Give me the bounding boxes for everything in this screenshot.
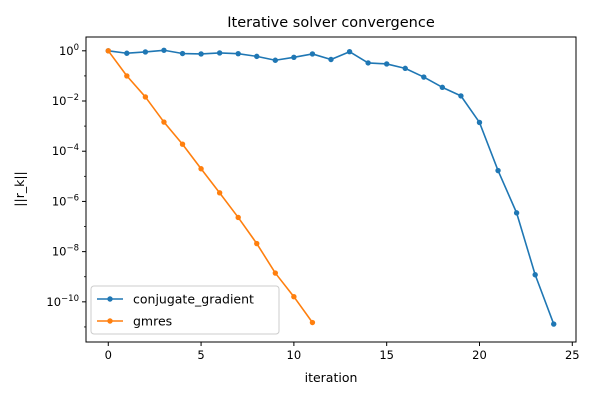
data-point-conjugate_gradient xyxy=(142,49,149,55)
y-tick-label: 10−6 xyxy=(52,193,79,208)
legend-label-conjugate_gradient: conjugate_gradient xyxy=(133,292,254,307)
data-point-gmres xyxy=(179,141,186,147)
data-point-conjugate_gradient xyxy=(328,56,334,63)
data-point-gmres xyxy=(235,214,241,221)
legend-marker-gmres xyxy=(107,318,113,324)
data-point-conjugate_gradient xyxy=(216,50,223,56)
data-point-conjugate_gradient xyxy=(383,61,390,67)
series-layer xyxy=(105,47,557,327)
data-point-gmres xyxy=(272,270,279,276)
data-point-gmres xyxy=(105,48,111,54)
data-point-gmres xyxy=(309,319,316,326)
data-point-conjugate_gradient xyxy=(235,50,241,57)
data-point-conjugate_gradient xyxy=(421,74,427,80)
data-point-conjugate_gradient xyxy=(365,60,371,66)
x-tick-label: 15 xyxy=(379,348,394,362)
data-point-conjugate_gradient xyxy=(439,84,446,91)
data-point-conjugate_gradient xyxy=(476,119,483,126)
data-point-gmres xyxy=(161,119,167,125)
y-axis: 100 10−2 10−4 10−6 10−8 10−10 xyxy=(46,43,86,328)
data-point-conjugate_gradient xyxy=(254,53,260,60)
plot-frame xyxy=(85,36,577,343)
data-point-conjugate_gradient xyxy=(532,272,538,278)
data-point-gmres xyxy=(142,94,149,100)
data-point-conjugate_gradient xyxy=(291,54,297,61)
data-point-gmres xyxy=(124,73,130,79)
data-point-conjugate_gradient xyxy=(161,47,167,53)
series-line-gmres xyxy=(107,50,314,323)
data-point-conjugate_gradient xyxy=(124,50,130,56)
x-tick-label: 25 xyxy=(565,348,580,362)
y-tick-label: 10−8 xyxy=(52,244,79,259)
data-point-conjugate_gradient xyxy=(346,49,353,55)
x-axis-label: iteration xyxy=(305,370,358,385)
x-tick-label: 10 xyxy=(287,348,302,362)
data-point-conjugate_gradient xyxy=(513,210,520,216)
data-point-conjugate_gradient xyxy=(495,167,501,174)
data-point-conjugate_gradient xyxy=(402,65,408,72)
series-gmres xyxy=(105,48,316,326)
data-point-conjugate_gradient xyxy=(198,51,204,57)
data-point-conjugate_gradient xyxy=(458,93,464,99)
data-point-conjugate_gradient xyxy=(551,321,557,327)
y-tick-label: 10−4 xyxy=(52,143,79,158)
y-tick-label: 10−10 xyxy=(46,294,79,309)
data-point-gmres xyxy=(216,190,223,196)
data-point-gmres xyxy=(254,240,260,247)
x-tick-label: 20 xyxy=(472,348,487,362)
x-axis: 0 5 10 15 20 25 xyxy=(105,342,580,362)
x-tick-label: 5 xyxy=(197,348,204,362)
legend-box xyxy=(90,285,280,335)
legend-label-gmres: gmres xyxy=(133,314,172,329)
y-tick-label: 10−2 xyxy=(52,93,79,108)
y-tick-label: 100 xyxy=(59,43,79,58)
chart-title: Iterative solver convergence xyxy=(227,15,435,31)
data-point-conjugate_gradient xyxy=(309,51,316,57)
data-point-gmres xyxy=(198,166,204,172)
data-point-conjugate_gradient xyxy=(272,57,279,63)
series-line-conjugate_gradient xyxy=(108,49,555,325)
x-tick-label: 0 xyxy=(105,348,112,362)
y-axis-label: ||r_k|| xyxy=(12,171,27,206)
data-point-conjugate_gradient xyxy=(179,50,186,57)
series-conjugate_gradient xyxy=(105,47,557,327)
legend-marker-conjugate_gradient xyxy=(107,296,113,302)
data-point-gmres xyxy=(291,294,297,300)
